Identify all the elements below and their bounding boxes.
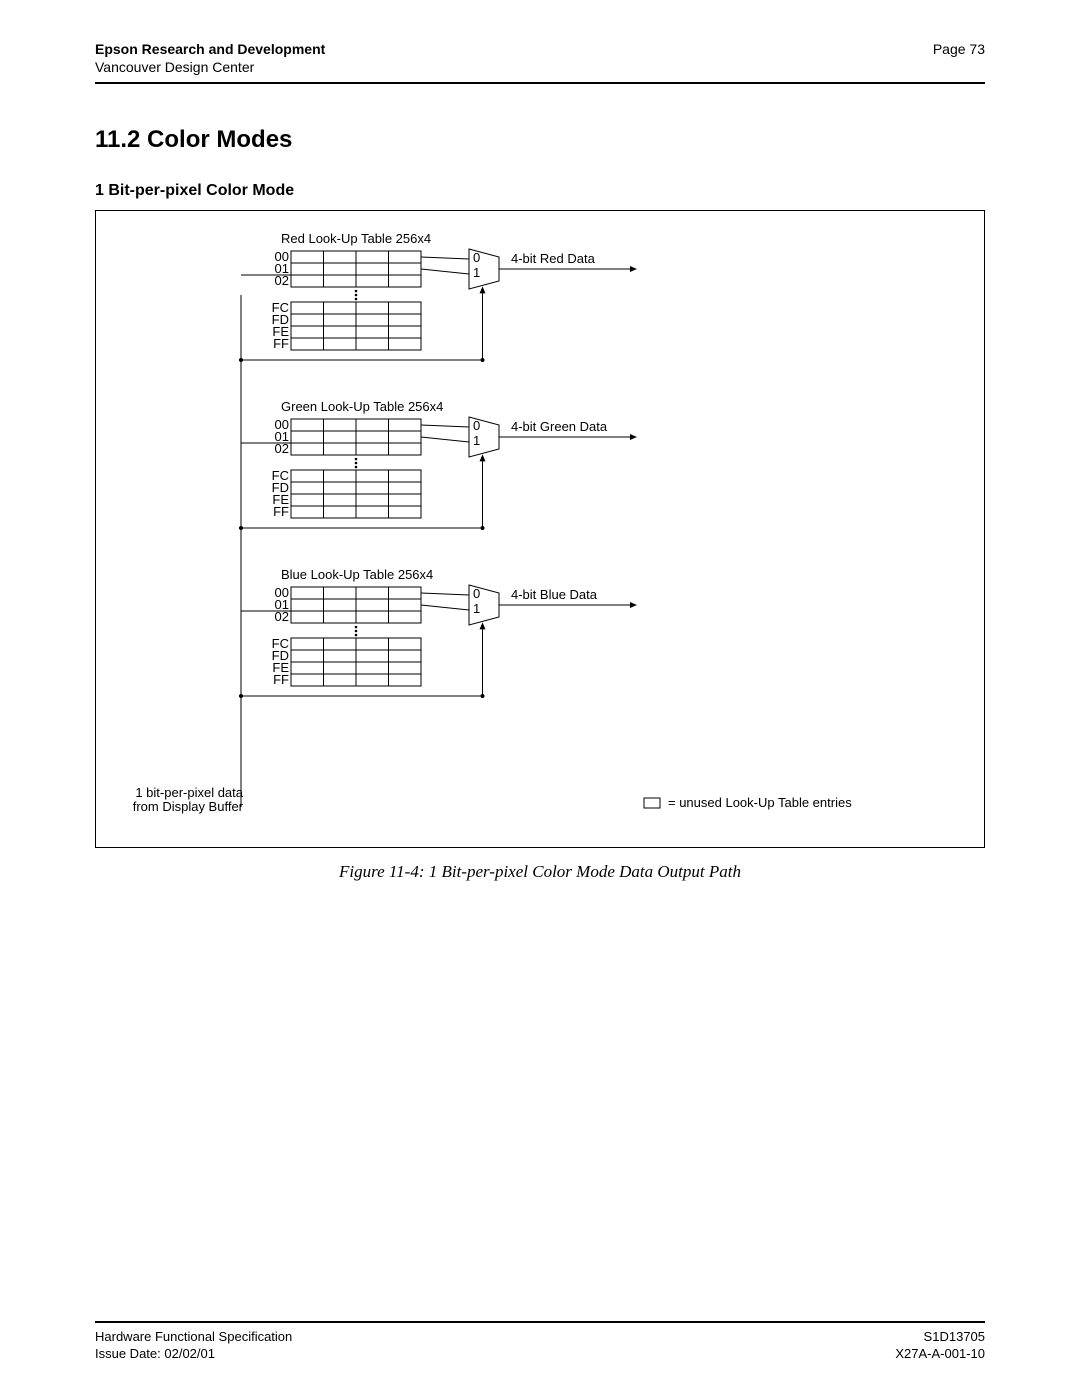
footer-right: S1D13705 X27A-A-001-10: [895, 1328, 985, 1363]
footer-left-line1: Hardware Functional Specification: [95, 1328, 292, 1346]
svg-text:0: 0: [473, 250, 480, 265]
footer-rule: [95, 1321, 985, 1323]
svg-text:Green Look-Up Table 256x4: Green Look-Up Table 256x4: [281, 399, 443, 414]
svg-text:FF: FF: [273, 672, 289, 687]
figure-box: Red Look-Up Table 256x4000102FCFDFEFF014…: [95, 210, 985, 848]
svg-text:= unused Look-Up Table entries: = unused Look-Up Table entries: [668, 795, 852, 810]
svg-text:1: 1: [473, 265, 480, 280]
figure-caption: Figure 11-4: 1 Bit-per-pixel Color Mode …: [95, 862, 985, 882]
page-footer: Hardware Functional Specification Issue …: [95, 1328, 985, 1363]
footer-left-line2: Issue Date: 02/02/01: [95, 1345, 292, 1363]
header-rule: [95, 82, 985, 84]
svg-text:FF: FF: [273, 504, 289, 519]
header-org-line2: Vancouver Design Center: [95, 58, 325, 76]
svg-text:1: 1: [473, 433, 480, 448]
diagram-svg: Red Look-Up Table 256x4000102FCFDFEFF014…: [96, 211, 984, 847]
page-header: Epson Research and Development Vancouver…: [95, 40, 985, 76]
svg-text:0: 0: [473, 586, 480, 601]
svg-text:1 bit-per-pixel data: 1 bit-per-pixel data: [135, 785, 243, 800]
header-left: Epson Research and Development Vancouver…: [95, 40, 325, 76]
svg-text:FF: FF: [273, 336, 289, 351]
svg-text:Blue Look-Up Table 256x4: Blue Look-Up Table 256x4: [281, 567, 433, 582]
page: Epson Research and Development Vancouver…: [0, 0, 1080, 1397]
section-title: 11.2 Color Modes: [95, 126, 985, 154]
subsection-title: 1 Bit-per-pixel Color Mode: [95, 182, 985, 200]
footer-left: Hardware Functional Specification Issue …: [95, 1328, 292, 1363]
svg-text:4-bit Red Data: 4-bit Red Data: [511, 251, 596, 266]
svg-text:4-bit Green Data: 4-bit Green Data: [511, 419, 608, 434]
header-org-line1: Epson Research and Development: [95, 40, 325, 58]
footer-right-line1: S1D13705: [895, 1328, 985, 1346]
header-page-number: Page 73: [933, 40, 985, 76]
svg-text:4-bit Blue Data: 4-bit Blue Data: [511, 587, 598, 602]
svg-text:1: 1: [473, 601, 480, 616]
svg-text:0: 0: [473, 418, 480, 433]
svg-text:from Display Buffer: from Display Buffer: [133, 799, 244, 814]
svg-text:Red Look-Up Table 256x4: Red Look-Up Table 256x4: [281, 231, 431, 246]
footer-right-line2: X27A-A-001-10: [895, 1345, 985, 1363]
